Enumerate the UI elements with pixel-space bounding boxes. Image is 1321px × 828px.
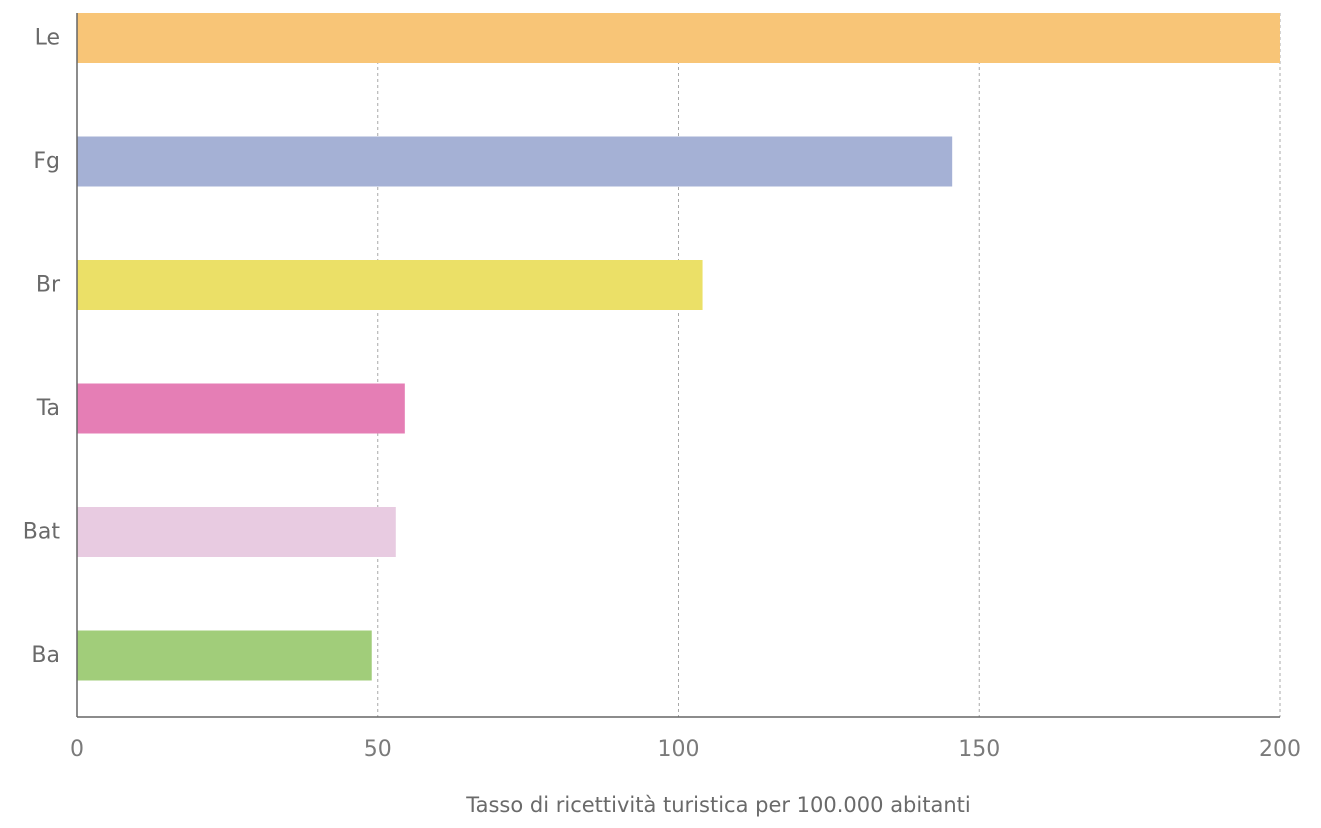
bar-ba [77,630,372,681]
bar-br [77,260,703,310]
category-label-ba: Ba [31,643,60,668]
category-label-le: Le [35,26,60,51]
category-label-ta: Ta [36,396,60,421]
x-tick-labels: 0 50 100 150 200 [70,737,1301,762]
bar-fg [77,136,953,187]
x-tick-label-100: 100 [658,737,700,762]
bar-ta [77,383,405,434]
category-label-bat: Bat [23,520,61,545]
gridlines [377,13,1281,717]
category-label-br: Br [36,273,61,298]
x-tick-label-200: 200 [1259,737,1301,762]
x-tick-label-0: 0 [70,737,84,762]
bar-le [77,13,1280,63]
x-tick-label-150: 150 [958,737,1000,762]
bars [77,13,1280,681]
x-tick-label-50: 50 [364,737,392,762]
category-labels: Le Fg Br Ta Bat Ba [23,26,61,669]
category-label-fg: Fg [33,149,60,174]
bar-bat [77,507,396,557]
x-axis-title: Tasso di ricettività turistica per 100.0… [465,793,970,817]
